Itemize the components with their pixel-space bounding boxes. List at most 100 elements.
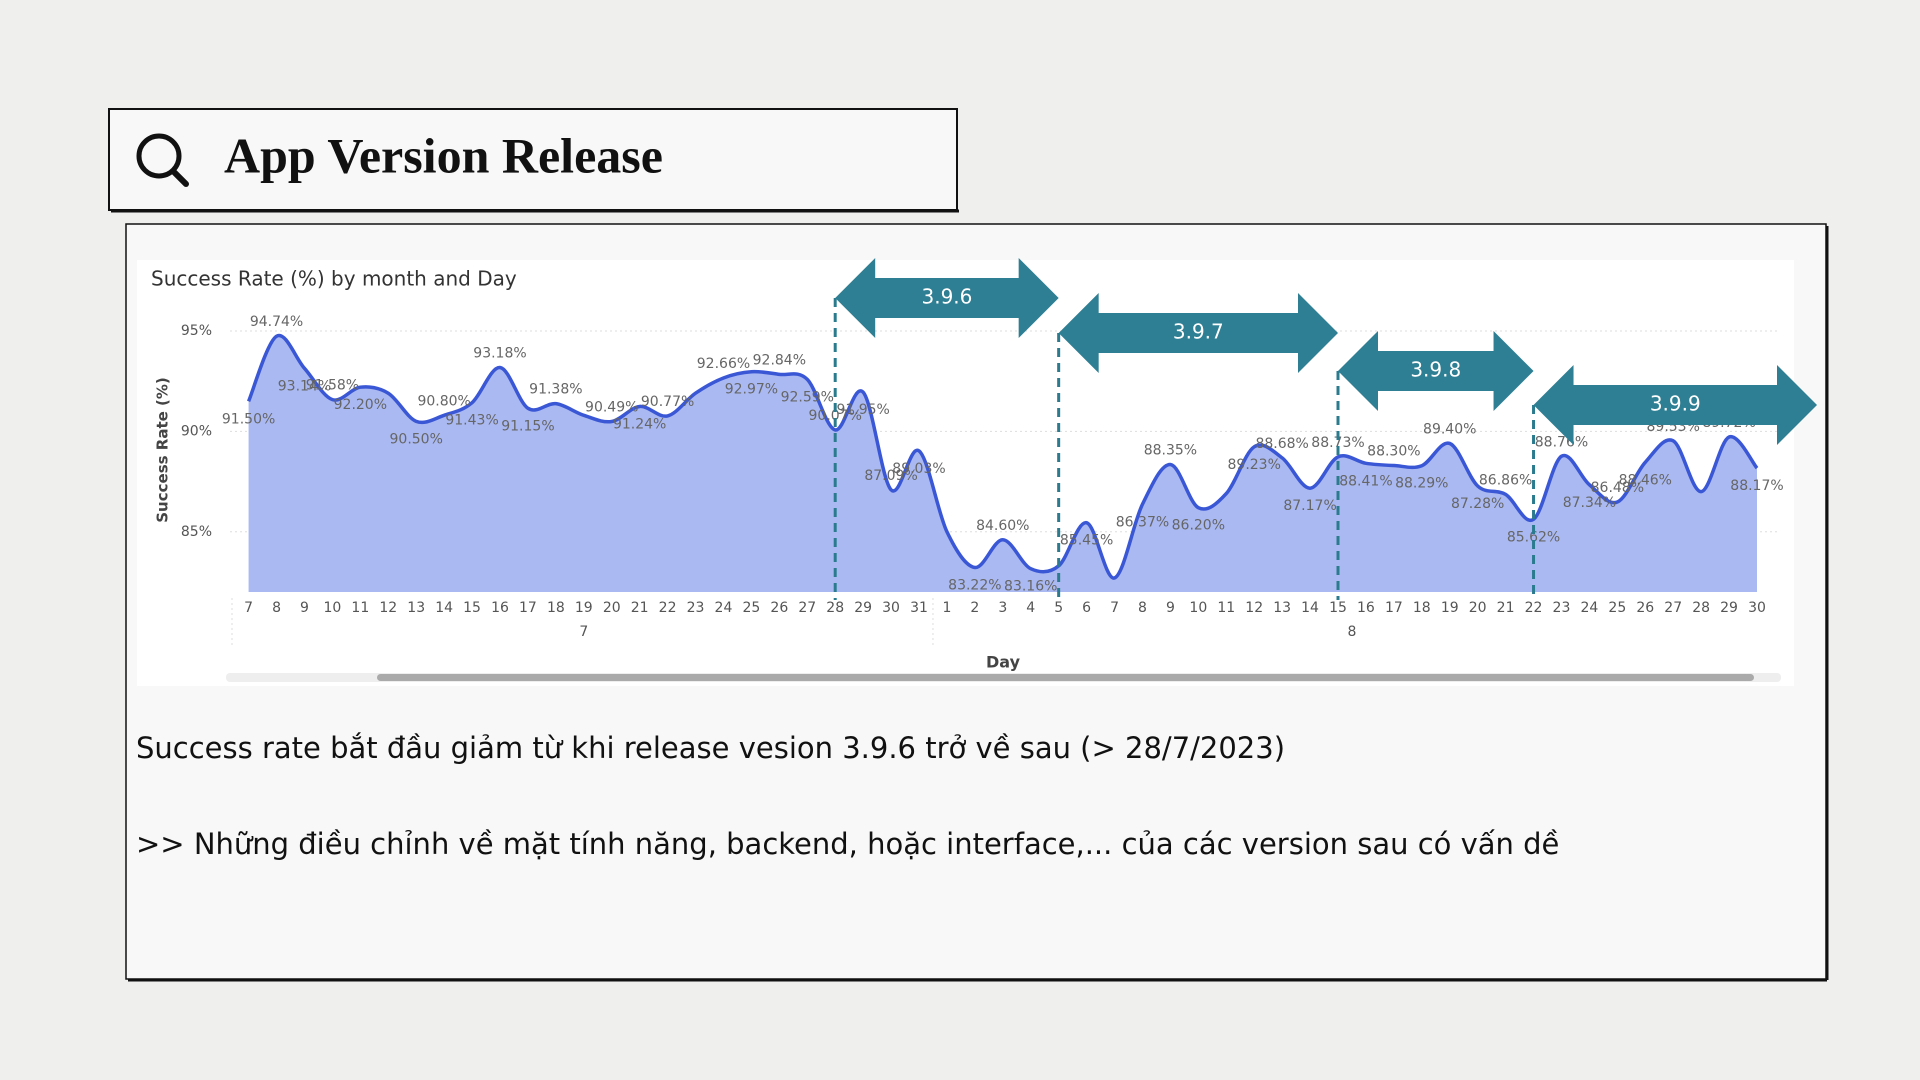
x-tick-label: 4 xyxy=(1026,600,1035,616)
data-label: 91.24% xyxy=(613,416,666,432)
data-label: 88.68% xyxy=(1255,436,1308,452)
x-tick-label: 23 xyxy=(687,600,705,616)
data-label: 91.43% xyxy=(445,413,498,429)
x-tick-label: 12 xyxy=(379,600,397,616)
data-label: 86.20% xyxy=(1172,518,1225,534)
data-label: 87.34% xyxy=(1563,495,1616,511)
x-tick-label: 11 xyxy=(1217,600,1235,616)
x-tick-label: 22 xyxy=(659,600,677,616)
data-label: 87.17% xyxy=(1283,498,1336,514)
x-tick-label: 17 xyxy=(519,600,537,616)
data-label: 90.50% xyxy=(390,431,443,447)
data-label: 90.80% xyxy=(417,393,470,409)
scrollbar-thumb[interactable] xyxy=(377,674,1754,681)
x-tick-label: 9 xyxy=(1166,600,1175,616)
data-label: 87.09% xyxy=(864,468,917,484)
data-label: 88.73% xyxy=(1311,435,1364,451)
x-tick-label: 26 xyxy=(1636,600,1654,616)
x-tick-label: 22 xyxy=(1525,600,1543,616)
data-label: 88.35% xyxy=(1144,443,1197,459)
x-tick-label: 6 xyxy=(1082,600,1091,616)
x-axis-label: Day xyxy=(986,653,1021,672)
month-label: 8 xyxy=(1348,624,1357,640)
data-label: 90.49% xyxy=(585,400,638,416)
x-tick-label: 3 xyxy=(998,600,1007,616)
x-tick-label: 10 xyxy=(323,600,341,616)
y-tick-label: 95% xyxy=(181,323,212,339)
y-tick-label: 90% xyxy=(181,423,212,439)
x-tick-label: 10 xyxy=(1189,600,1207,616)
data-label: 85.62% xyxy=(1507,529,1560,545)
x-tick-label: 7 xyxy=(244,600,253,616)
data-label: 89.23% xyxy=(1228,457,1281,473)
x-tick-label: 16 xyxy=(491,600,509,616)
data-label: 91.58% xyxy=(306,378,359,394)
x-tick-label: 29 xyxy=(854,600,872,616)
x-tick-label: 17 xyxy=(1385,600,1403,616)
data-label: 88.46% xyxy=(1619,472,1672,488)
x-tick-label: 30 xyxy=(882,600,900,616)
y-axis-label: Success Rate (%) xyxy=(154,377,172,523)
data-label: 91.38% xyxy=(529,382,582,398)
x-tick-label: 14 xyxy=(1301,600,1319,616)
x-tick-label: 16 xyxy=(1357,600,1375,616)
x-tick-label: 9 xyxy=(300,600,309,616)
x-tick-label: 26 xyxy=(770,600,788,616)
data-label: 86.48% xyxy=(1591,480,1644,496)
data-label: 93.14% xyxy=(278,378,331,394)
data-label: 92.84% xyxy=(753,352,806,368)
x-tick-label: 11 xyxy=(351,600,369,616)
data-label: 88.30% xyxy=(1367,444,1420,460)
x-tick-label: 28 xyxy=(1692,600,1710,616)
x-tick-label: 15 xyxy=(1329,600,1347,616)
x-tick-label: 30 xyxy=(1748,600,1766,616)
chart-title: Success Rate (%) by month and Day xyxy=(151,267,517,291)
data-label: 88.76% xyxy=(1535,434,1588,450)
data-label: 92.66% xyxy=(697,356,750,372)
x-tick-label: 19 xyxy=(575,600,593,616)
release-arrow xyxy=(835,258,1059,338)
x-tick-label: 24 xyxy=(715,600,733,616)
data-label: 94.74% xyxy=(250,314,303,330)
x-tick-label: 20 xyxy=(1469,600,1487,616)
data-label: 90.77% xyxy=(641,394,694,410)
release-arrow xyxy=(1338,331,1534,411)
x-tick-label: 21 xyxy=(631,600,649,616)
data-label: 83.22% xyxy=(948,578,1001,594)
x-tick-label: 25 xyxy=(742,600,760,616)
release-label: 3.9.7 xyxy=(1173,320,1224,344)
data-label: 89.40% xyxy=(1423,421,1476,437)
data-label: 84.60% xyxy=(976,518,1029,534)
slide-title: App Version Release xyxy=(224,127,663,183)
data-label: 93.18% xyxy=(473,346,526,362)
data-label: 92.97% xyxy=(725,382,778,398)
search-icon xyxy=(136,133,182,179)
x-tick-label: 27 xyxy=(1664,600,1682,616)
x-tick-label: 19 xyxy=(1441,600,1459,616)
data-label: 88.41% xyxy=(1339,473,1392,489)
data-label: 92.59% xyxy=(781,389,834,405)
x-tick-label: 23 xyxy=(1553,600,1571,616)
x-tick-label: 1 xyxy=(942,600,951,616)
x-tick-label: 29 xyxy=(1720,600,1738,616)
release-arrow xyxy=(1533,365,1817,445)
x-tick-label: 13 xyxy=(407,600,425,616)
release-label: 3.9.9 xyxy=(1650,392,1701,416)
release-label: 3.9.8 xyxy=(1410,358,1461,382)
x-tick-label: 21 xyxy=(1497,600,1515,616)
x-tick-label: 28 xyxy=(826,600,844,616)
data-label: 90.07% xyxy=(809,408,862,424)
data-label: 87.28% xyxy=(1451,496,1504,512)
x-tick-label: 27 xyxy=(798,600,816,616)
release-label: 3.9.6 xyxy=(921,285,972,309)
data-label: 91.15% xyxy=(501,418,554,434)
search-icon-handle xyxy=(170,168,189,187)
x-tick-label: 12 xyxy=(1245,600,1263,616)
title-box xyxy=(108,108,958,211)
x-tick-label: 14 xyxy=(435,600,453,616)
x-tick-label: 31 xyxy=(910,600,928,616)
data-label: 86.86% xyxy=(1479,472,1532,488)
x-tick-label: 13 xyxy=(1273,600,1291,616)
data-label: 86.37% xyxy=(1116,514,1169,530)
